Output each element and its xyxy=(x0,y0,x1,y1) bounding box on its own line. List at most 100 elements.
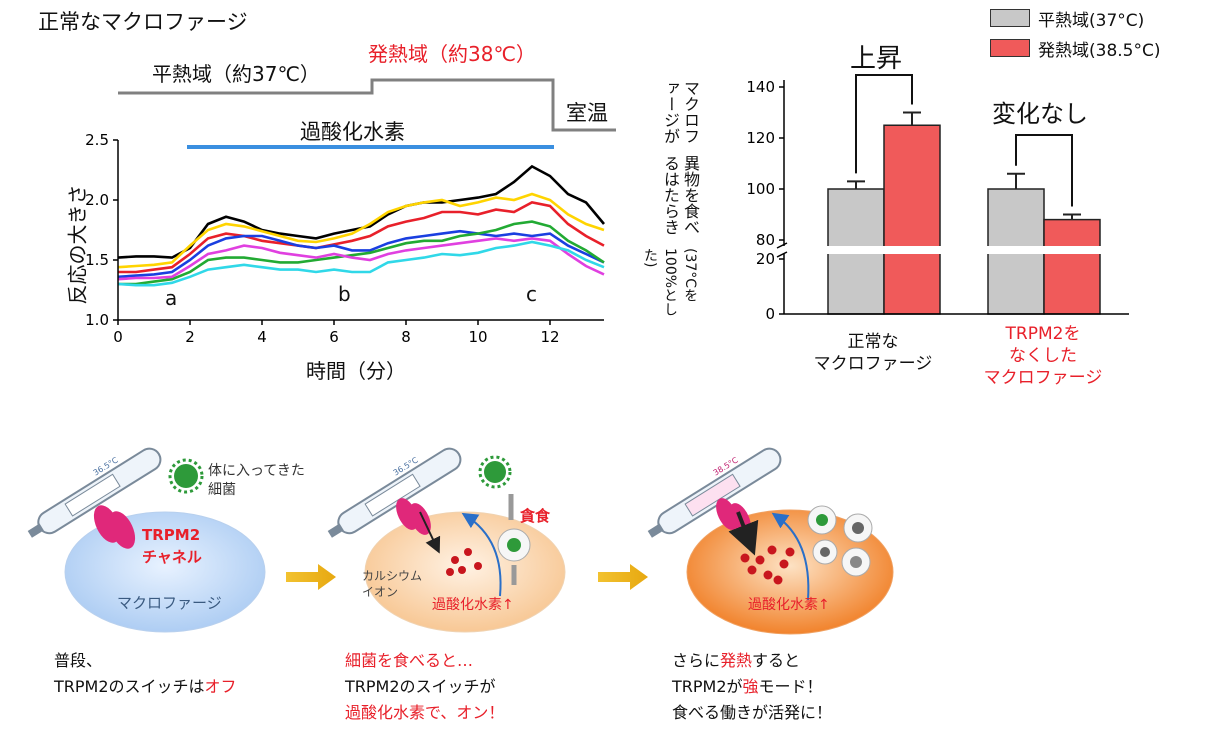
line-chart-axes: 0 2 4 6 8 10 12 1.0 1.5 2.0 2.5 xyxy=(85,131,604,346)
calcium-ions-3 xyxy=(740,545,795,585)
thermometer-icon-1 xyxy=(27,447,162,538)
feedback-arrow-2 xyxy=(461,512,502,597)
protocol-fever-label: 発熱域（約38℃） xyxy=(368,42,536,66)
bacteria-note-line1: 体に入ってきた xyxy=(208,463,305,479)
h2o2-label: 過酸化水素 xyxy=(300,120,405,144)
step-arrow-icon-1 xyxy=(286,564,336,590)
trpm2-channel-label: TRPM2 チャネル xyxy=(142,524,202,568)
bacteria-icon-2 xyxy=(478,455,512,489)
bar-ylabel-line3: (37°Cを100%とした) xyxy=(642,247,698,316)
caption-panel-1: 普段、 TRPM2のスイッチはオフ xyxy=(54,648,237,700)
caption-3-line1: さらに発熱すると xyxy=(672,648,832,674)
legend-item-fever: 発熱域(38.5°C) xyxy=(990,36,1161,61)
h2o2-up-label-3: 過酸化水素↑ xyxy=(748,597,830,613)
axis-break-band xyxy=(774,246,1104,254)
y-tick-label-1.0: 1.0 xyxy=(85,311,109,329)
legend: 平熱域(37°C) 発熱域(38.5°C) xyxy=(990,6,1161,61)
x-tick-label-12: 12 xyxy=(540,328,559,346)
cat1-line1: 正常な xyxy=(847,332,899,352)
caption-3-line2-post: モード！ xyxy=(758,677,823,696)
caption-3-post: すると xyxy=(752,651,801,670)
bar-y-tick-label-140: 140 xyxy=(746,78,775,96)
protocol-room-label: 室温 xyxy=(566,101,608,125)
protocol-normal-label: 平熱域（約37℃） xyxy=(152,62,320,86)
caption-3-pre: さらに xyxy=(672,651,721,670)
line-series-5 xyxy=(117,237,605,281)
x-tick-label-8: 8 xyxy=(401,328,411,346)
calcium-influx-arrow-3 xyxy=(728,511,759,556)
trpm2-channel-icon-1 xyxy=(93,505,136,549)
x-tick-label-4: 4 xyxy=(257,328,267,346)
cat1-line2: マクロファージ xyxy=(813,354,933,374)
line-chart-xlabel: 時間（分） xyxy=(306,359,406,383)
bar-ylabel-line1: マクロファージが xyxy=(661,80,700,144)
caption-2-line2: TRPM2のスイッチが xyxy=(345,677,496,696)
annot-no-change: 変化なし xyxy=(992,100,1088,128)
bacteria-note: 体に入ってきた 細菌 xyxy=(208,462,305,500)
line-series-4 xyxy=(118,220,605,286)
calcium-label-line2: イオン xyxy=(362,585,399,599)
legend-swatch-normal xyxy=(990,9,1030,27)
caption-panel-2: 細菌を食べると… TRPM2のスイッチが 過酸化水素で、オン！ xyxy=(345,648,504,726)
trpm2-label-line1: TRPM2 xyxy=(142,526,201,544)
legend-item-normal: 平熱域(37°C) xyxy=(990,6,1161,31)
line-chart: 0 2 4 6 8 10 12 1.0 1.5 2.0 2.5 xyxy=(85,131,605,346)
line-series-2 xyxy=(118,201,605,274)
caption-2-line1: 細菌を食べると… xyxy=(345,651,474,670)
bar-y-tick-label-120: 120 xyxy=(746,129,775,147)
trpm2-channel-icon-2 xyxy=(396,498,431,535)
y-tick-label-1.5: 1.5 xyxy=(85,251,109,269)
caption-3-line2-pre: TRPM2が xyxy=(672,677,743,696)
axis-break-mark-2 xyxy=(776,251,788,258)
line-series-6 xyxy=(117,240,605,287)
engulfed-bacteria-icons-3 xyxy=(807,505,873,577)
legend-swatch-fever xyxy=(990,39,1030,57)
bacteria-icon-1 xyxy=(168,458,204,494)
y-tick-label-2.0: 2.0 xyxy=(85,191,109,209)
macrophage-label: マクロファージ xyxy=(117,594,222,612)
calcium-label: カルシウム イオン xyxy=(362,568,422,600)
phagocytosis-label: 貪食 xyxy=(520,507,551,525)
y-tick-label-2.5: 2.5 xyxy=(85,131,109,149)
marker-c: c xyxy=(526,282,537,306)
x-tick-label-2: 2 xyxy=(185,328,195,346)
axis-break-gap xyxy=(776,246,792,254)
feedback-arrow-3 xyxy=(771,512,810,601)
thermometer-icon-2 xyxy=(327,447,462,538)
cat2-line3: マクロファージ xyxy=(983,368,1103,388)
bar-s1-c0 xyxy=(883,124,941,315)
x-tick-label-6: 6 xyxy=(329,328,339,346)
bar-category-1: 正常な マクロファージ xyxy=(808,331,938,375)
protocol-diagram xyxy=(118,78,616,149)
mechanism-diagram xyxy=(27,447,894,635)
caption-3-line2: TRPM2が強モード！ xyxy=(672,674,832,700)
bar-y-tick-label-20: 20 xyxy=(756,250,775,268)
bar-ylabel-line2: 異物を食べるはたらき xyxy=(661,154,700,235)
caption-1-off: オフ xyxy=(204,677,237,696)
caption-3-strong: 強 xyxy=(742,677,759,696)
line-chart-ylabel: 反応の大きさ xyxy=(65,184,90,305)
annot-up: 上昇 xyxy=(850,44,903,74)
cat2-line2: なくした xyxy=(1009,346,1077,366)
line-series-3 xyxy=(117,229,605,279)
caption-panel-3: さらに発熱すると TRPM2が強モード！ 食べる働きが活発に！ xyxy=(672,648,832,726)
bar-y-tick-label-0: 0 xyxy=(765,305,775,323)
line-chart-title: 正常なマクロファージ xyxy=(38,10,248,34)
bar-category-2: TRPM2を なくした マクロファージ xyxy=(968,323,1118,389)
legend-label-normal: 平熱域(37°C) xyxy=(1038,10,1145,31)
bar-chart-ylabel: マクロファージが 異物を食べるはたらき (37°Cを100%とした) xyxy=(640,80,730,330)
bar-s1-c1 xyxy=(1043,218,1101,315)
caption-3-line3: 食べる働きが活発に！ xyxy=(672,703,833,722)
marker-b: b xyxy=(338,282,351,306)
h2o2-up-label-2: 過酸化水素↑ xyxy=(432,597,514,613)
bacteria-note-line2: 細菌 xyxy=(208,482,236,498)
engulfed-bacteria-icon-2 xyxy=(507,538,521,552)
caption-2-line3: 過酸化水素で、オン！ xyxy=(345,703,505,722)
bar-y-tick-label-80: 80 xyxy=(756,231,775,249)
calcium-label-line1: カルシウム xyxy=(362,569,423,583)
thermometer-icon-3 xyxy=(647,447,782,538)
bracket-no-change xyxy=(1015,134,1073,207)
line-series-1 xyxy=(117,192,605,269)
legend-label-fever: 発熱域(38.5°C) xyxy=(1038,40,1161,61)
